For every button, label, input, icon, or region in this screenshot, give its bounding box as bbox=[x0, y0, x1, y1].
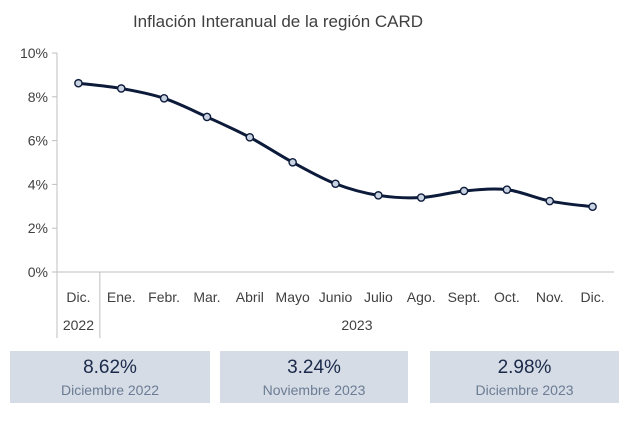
data-point bbox=[331, 179, 340, 189]
stat-value: 2.98% bbox=[497, 357, 552, 378]
stat-box-dec-2023: 2.98% Diciembre 2023 bbox=[430, 351, 619, 403]
x-tick-label: Ago. bbox=[407, 289, 436, 305]
series-line bbox=[76, 81, 595, 209]
year-group-label: 2022 bbox=[63, 317, 94, 333]
stat-value: 8.62% bbox=[83, 357, 137, 378]
stat-box-dec-2022: 8.62% Diciembre 2022 bbox=[10, 351, 210, 403]
data-point bbox=[502, 185, 512, 194]
stat-label: Diciembre 2023 bbox=[475, 382, 574, 398]
x-tick-label: Junio bbox=[319, 289, 353, 305]
y-tick-label: 4% bbox=[28, 176, 48, 192]
y-tick-label: 0% bbox=[28, 264, 48, 280]
x-tick-label: Mar. bbox=[193, 289, 220, 305]
data-point bbox=[459, 186, 469, 196]
x-tick-label: Dic. bbox=[66, 289, 90, 305]
chart-title: Inflación Interanual de la región CARD bbox=[133, 12, 423, 31]
x-axis: Dic. Ene. Febr. Mar. Abril Mayo Junio Julio Ago.… bbox=[56, 271, 614, 338]
year-group-label: 2023 bbox=[341, 317, 372, 333]
data-point bbox=[74, 78, 83, 88]
x-tick-label: Febr. bbox=[148, 289, 180, 305]
series-layer bbox=[74, 78, 597, 212]
x-tick-label: Abril bbox=[236, 289, 264, 305]
data-point bbox=[202, 112, 212, 122]
stat-label: Diciembre 2022 bbox=[60, 382, 160, 398]
data-point bbox=[588, 202, 597, 212]
x-tick-label: Sept. bbox=[448, 289, 481, 305]
y-tick-label: 10% bbox=[20, 45, 48, 61]
data-point bbox=[545, 196, 555, 206]
stat-value: 3.24% bbox=[287, 357, 341, 378]
x-tick-label: Nov. bbox=[536, 289, 564, 305]
inflation-line-chart: Inflación Interanual de la región CARD 0… bbox=[20, 12, 614, 338]
data-point bbox=[288, 157, 297, 167]
y-tick-label: 6% bbox=[28, 133, 48, 149]
data-point bbox=[416, 193, 426, 202]
x-tick-label: Julio bbox=[364, 289, 393, 305]
x-tick-label: Oct. bbox=[494, 289, 520, 305]
y-tick-label: 2% bbox=[28, 220, 48, 236]
data-point bbox=[116, 84, 126, 93]
y-axis: 0% 2% 4% 6% 8% 10% bbox=[20, 45, 58, 280]
x-tick-label: Ene. bbox=[107, 289, 136, 305]
x-tick-label: Mayo bbox=[276, 289, 310, 305]
data-point bbox=[374, 191, 383, 200]
y-tick-label: 8% bbox=[28, 89, 48, 105]
stat-box-nov-2023: 3.24% Noviembre 2023 bbox=[220, 351, 408, 403]
data-point bbox=[245, 133, 255, 142]
data-point bbox=[159, 94, 169, 103]
x-tick-label: Dic. bbox=[581, 289, 605, 305]
stat-label: Noviembre 2023 bbox=[262, 382, 366, 398]
